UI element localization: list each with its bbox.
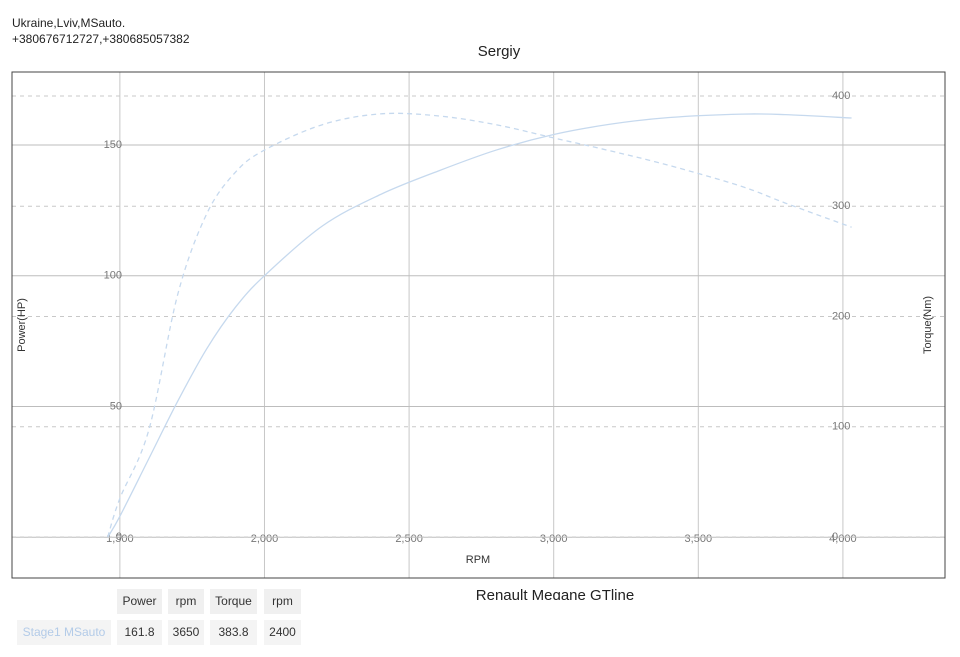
y2-axis-label: Torque(Nm) [922, 296, 934, 354]
x-tick-label: 3,000 [540, 533, 568, 545]
y-axis-label: Power(HP) [16, 298, 28, 352]
x-axis-label: RPM [466, 554, 490, 566]
header-line: +380676712727,+380685057382 [12, 32, 190, 46]
y2-tick-label: 400 [832, 90, 850, 102]
table-cell: Torque [210, 589, 257, 614]
table-cell: Power [117, 589, 162, 614]
x-tick-label: 4,000 [829, 533, 857, 545]
x-tick-label: 3,500 [685, 533, 713, 545]
table-cell: 161.8 [117, 620, 162, 645]
plot-frame [11, 71, 946, 579]
table-cell: 3650 [168, 620, 204, 645]
y2-tick-label: 300 [832, 200, 850, 212]
header-line: Ukraine,Lviv,MSauto. [12, 16, 126, 30]
table-cell: Stage1 MSauto [17, 620, 111, 645]
y-tick-label: 100 [104, 270, 122, 282]
y2-tick-label: 100 [832, 421, 850, 433]
x-tick-label: 2,500 [395, 533, 423, 545]
table-cell: rpm [264, 589, 301, 614]
x-tick-label: 1,500 [106, 533, 134, 545]
table-cell: rpm [168, 589, 204, 614]
table-cell: 2400 [264, 620, 301, 645]
series-line [107, 112, 852, 538]
table-cell: 383.8 [210, 620, 257, 645]
chart-subtitle: Renault Megane GTline [476, 587, 634, 600]
y2-tick-label: 0 [832, 531, 838, 543]
y-tick-label: 50 [110, 400, 122, 412]
y2-tick-label: 200 [832, 310, 850, 322]
y-tick-label: 150 [104, 139, 122, 151]
chart-title: Sergiy [478, 43, 521, 60]
x-tick-label: 2,000 [251, 533, 279, 545]
series-line [107, 113, 852, 538]
chart: Sergiy Renault Megane GTline RPM Power(H… [11, 43, 946, 600]
